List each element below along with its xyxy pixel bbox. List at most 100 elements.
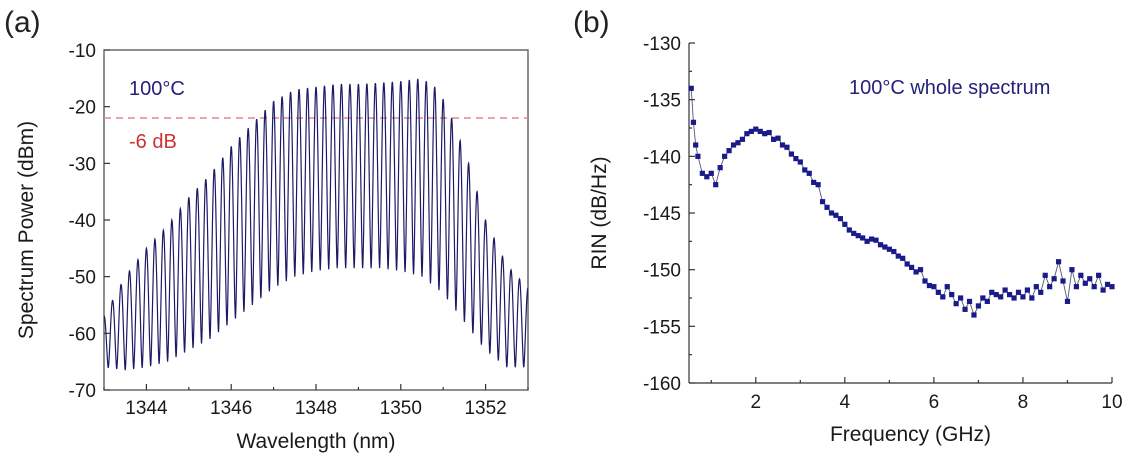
panel-b-data-point: [1038, 289, 1044, 295]
panel-a-6db-annotation: -6 dB: [129, 131, 177, 153]
panel-b-data-point: [1082, 280, 1088, 286]
panel-b-data-point: [824, 204, 830, 210]
panel-b-data-point: [917, 267, 924, 273]
panel-b-data-point: [771, 136, 777, 142]
panel-a-temperature-annotation: 100°C: [129, 78, 185, 100]
panel-b-x-tick-label: 6: [929, 392, 940, 413]
panel-b-data-point: [802, 167, 808, 173]
panel-b-data-point: [1015, 289, 1022, 295]
panel-b-data-point: [815, 182, 821, 188]
panel-b-data-point: [722, 153, 728, 159]
panel-b-data-point: [984, 298, 990, 304]
panel-a-y-tick-label: -20: [69, 98, 96, 119]
panel-b-data-point: [739, 136, 746, 142]
panel-b-data-point: [868, 236, 875, 242]
panel-b-data-point: [913, 269, 919, 275]
panel-a-y-tick-label: -40: [69, 211, 96, 232]
panel-b-data-point: [1055, 259, 1062, 265]
panel-b-data-point: [909, 264, 915, 270]
panel-b-data-point: [837, 216, 843, 222]
panel-a-x-tick-label: 1352: [464, 398, 506, 419]
panel-b-y-tick-label: -145: [643, 204, 681, 225]
panel-b-data-point: [717, 165, 723, 171]
panel-b-data-point: [693, 142, 699, 148]
panel-b-data-point: [1064, 298, 1071, 304]
panel-b-data-point: [806, 170, 812, 176]
panel-b-data-point: [1104, 281, 1111, 287]
panel-b-data-point: [1051, 276, 1057, 282]
panel-b-data-point: [1011, 295, 1017, 301]
panel-a-x-ticks: 1344 1346 1348 1350 1352: [103, 384, 529, 419]
panel-b-data-point: [1100, 287, 1106, 293]
panel-b-y-tick-label: -135: [643, 91, 681, 112]
panel-b-data-point: [891, 248, 897, 255]
panel-a-y-tick-label: -50: [69, 268, 96, 289]
panel-b-x-tick-label: 2: [751, 392, 762, 413]
panel-b-data-point: [873, 237, 879, 243]
panel-b-y-axis-label: RIN (dB/Hz): [588, 156, 611, 269]
panel-a-x-tick-label: 1348: [295, 398, 337, 419]
panel-b-data-point: [757, 128, 763, 134]
panel-b-data-point: [842, 221, 848, 227]
panel-a-x-tick-label: 1346: [210, 398, 252, 419]
panel-b-data-point: [713, 182, 719, 188]
panel-b-data-point: [922, 278, 928, 284]
panel-b-data-point: [1078, 272, 1084, 278]
panel-b-data-point: [695, 153, 701, 159]
panel-a-x-tick-label: 1350: [380, 398, 422, 419]
panel-b-data-point: [744, 131, 750, 137]
panel-b-data-point: [944, 284, 950, 290]
panel-b-data-point: [926, 282, 933, 289]
panel-b-data-point: [833, 212, 839, 218]
panel-b-y-tick-label: -155: [643, 317, 681, 338]
panel-b-data-point: [958, 295, 964, 301]
panel-b-data-point: [949, 292, 955, 298]
panel-a-y-tick-label: -10: [69, 41, 96, 62]
panel-a: (a) 1344 1346 1348 1350 1352 -10 -20 -30 -40 -50…: [4, 6, 529, 453]
panel-a-y-ticks: -10 -20 -30 -40 -50 -60 -70: [69, 41, 110, 402]
panel-b-data-point: [784, 144, 790, 150]
panel-b-data-point: [797, 159, 803, 165]
panel-b-data-point: [1029, 295, 1035, 301]
panel-a-y-axis-label: Spectrum Power (dBm): [15, 121, 38, 339]
panel-a-x-axis-label: Wavelength (nm): [236, 430, 395, 453]
panel-b-data-point: [1020, 294, 1026, 300]
panel-b-data-point: [846, 227, 852, 233]
panel-b-data-point: [855, 233, 861, 239]
panel-b-data-point: [971, 312, 977, 318]
panel-b-data-point: [775, 135, 781, 141]
panel-b-y-tick-label: -150: [643, 261, 681, 282]
panel-b-data-point: [860, 235, 866, 241]
panel-b-annotation: 100°C whole spectrum: [849, 77, 1050, 99]
panel-b-data-point: [688, 85, 694, 91]
panel-b-data-point: [730, 142, 737, 148]
panel-b-letter: (b): [573, 6, 610, 39]
panel-b-data-point: [904, 261, 910, 267]
panel-b-data-point: [690, 119, 697, 125]
panel-b-data-point: [864, 238, 870, 244]
panel-a-y-tick-label: -30: [69, 154, 96, 175]
panel-b-data-point: [1069, 267, 1075, 273]
panel-b-data-point: [708, 170, 714, 176]
panel-b-data-point: [1006, 292, 1013, 298]
panel-b-data-point: [762, 131, 768, 137]
panel-b-series-line: [690, 88, 1113, 317]
panel-b-data-point: [962, 306, 968, 312]
panel-b-y-tick-label: -140: [643, 147, 681, 168]
panel-b-x-tick-label: 4: [840, 392, 851, 413]
panel-b-data-point: [900, 255, 906, 261]
panel-b-data-point: [993, 292, 999, 298]
panel-b-data-point: [931, 284, 937, 290]
panel-b-data-point: [735, 140, 741, 146]
panel-a-spectrum-line: [103, 78, 529, 371]
panel-b-data-point: [811, 179, 817, 185]
panel-b-data-point: [989, 289, 995, 295]
panel-b-data-point: [1096, 272, 1102, 278]
panel-b-data-point: [1047, 284, 1053, 290]
panel-b-data-point: [793, 156, 799, 162]
panel-a-y-tick-label: -60: [69, 324, 96, 345]
panel-b-data-point: [895, 253, 901, 259]
panel-b-x-tick-label: 8: [1018, 392, 1029, 413]
panel-b-data-point: [766, 129, 772, 136]
